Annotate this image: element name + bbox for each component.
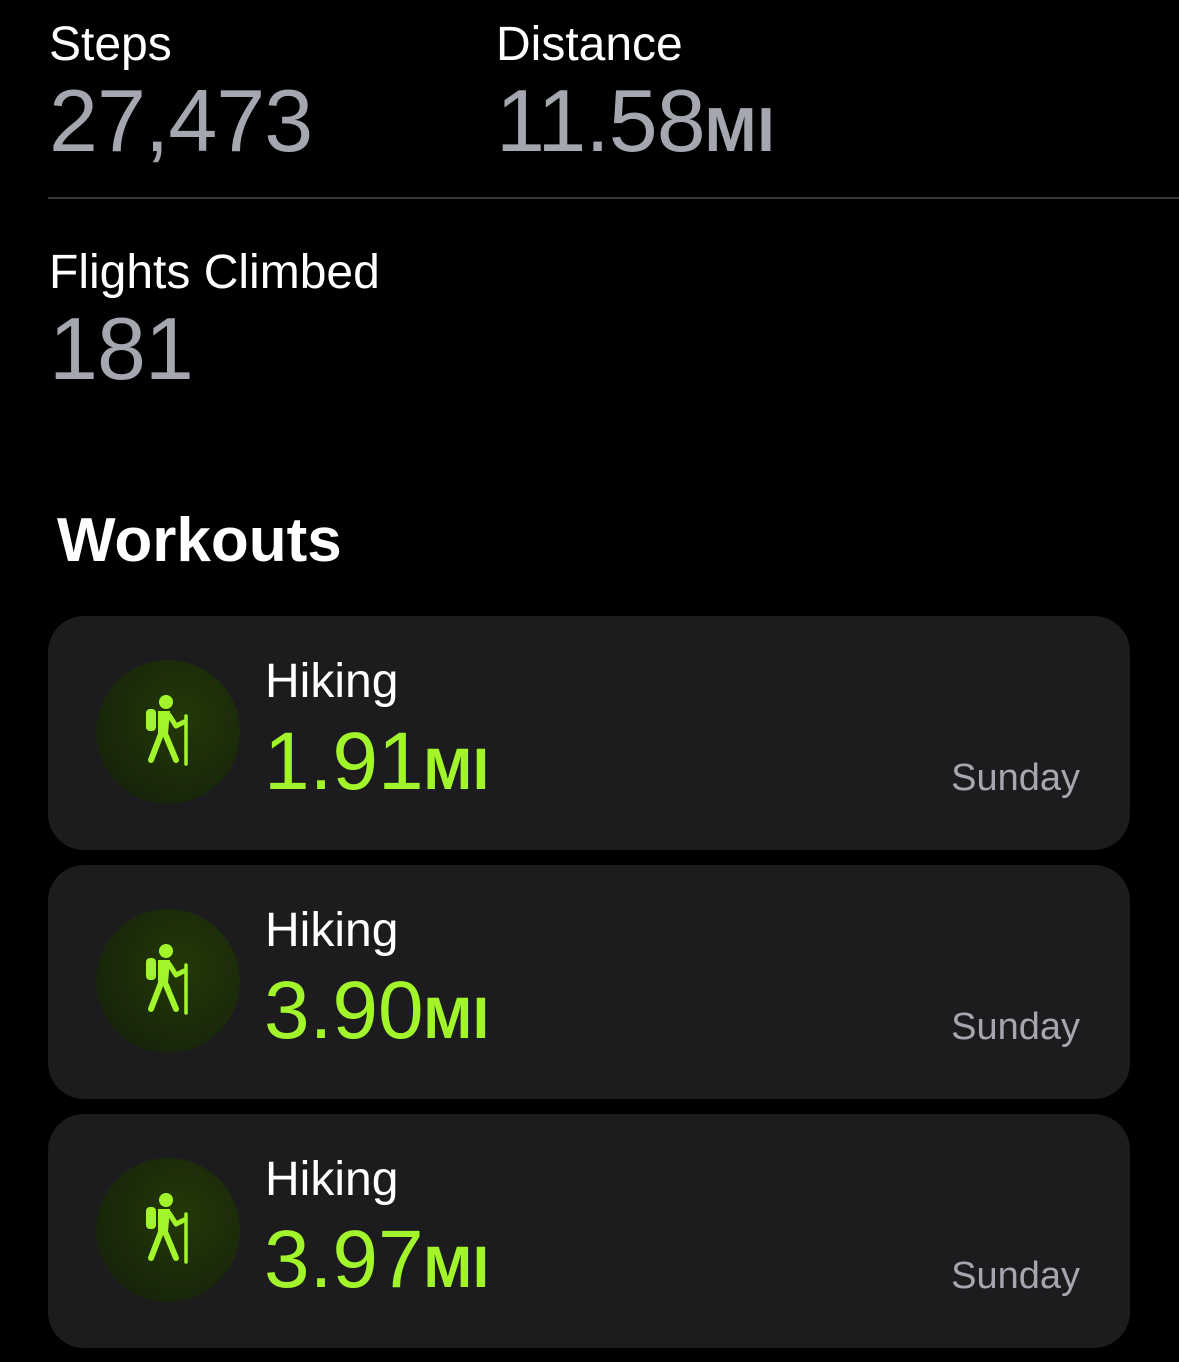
workout-distance-unit: MI [423,1235,491,1300]
distance-value-row: 11.58MI [496,73,776,179]
workout-card[interactable]: Hiking 3.90MI Sunday [48,865,1130,1099]
flights-value: 181 [49,299,194,398]
workout-type: Hiking [265,655,399,708]
workout-day: Sunday [951,1006,1080,1048]
workout-distance: 3.90MI [264,965,490,1065]
workout-distance-unit: MI [423,986,491,1051]
workout-distance: 1.91MI [264,716,490,816]
workout-type: Hiking [265,904,399,957]
steps-label: Steps [49,18,172,71]
workout-day: Sunday [951,1255,1080,1297]
hiking-icon [146,944,188,1015]
workout-distance-value: 1.91 [264,716,424,807]
workout-type: Hiking [265,1153,399,1206]
flights-label: Flights Climbed [49,246,380,299]
steps-stat: Steps 27,473 [49,17,313,170]
flights-stat: Flights Climbed 181 [49,245,380,397]
workout-distance-value: 3.97 [264,1214,424,1305]
workout-icon-badge [96,1158,240,1302]
workouts-section-title: Workouts [57,506,342,575]
workout-icon-badge [96,660,240,804]
hiking-icon [146,1193,188,1264]
workout-card[interactable]: Hiking 1.91MI Sunday [48,616,1130,850]
workout-distance-value: 3.90 [264,965,424,1056]
workout-distance: 3.97MI [264,1214,490,1314]
workout-card[interactable]: Hiking 3.97MI Sunday [48,1114,1130,1348]
distance-unit: MI [704,96,776,165]
hiking-icon [146,695,188,766]
distance-stat: Distance 11.58MI [496,17,776,179]
workout-distance-unit: MI [423,737,491,802]
steps-value: 27,473 [49,71,313,170]
distance-label: Distance [496,18,683,71]
summary-divider [48,197,1179,199]
workout-icon-badge [96,909,240,1053]
distance-value: 11.58 [496,71,706,170]
workout-day: Sunday [951,757,1080,799]
